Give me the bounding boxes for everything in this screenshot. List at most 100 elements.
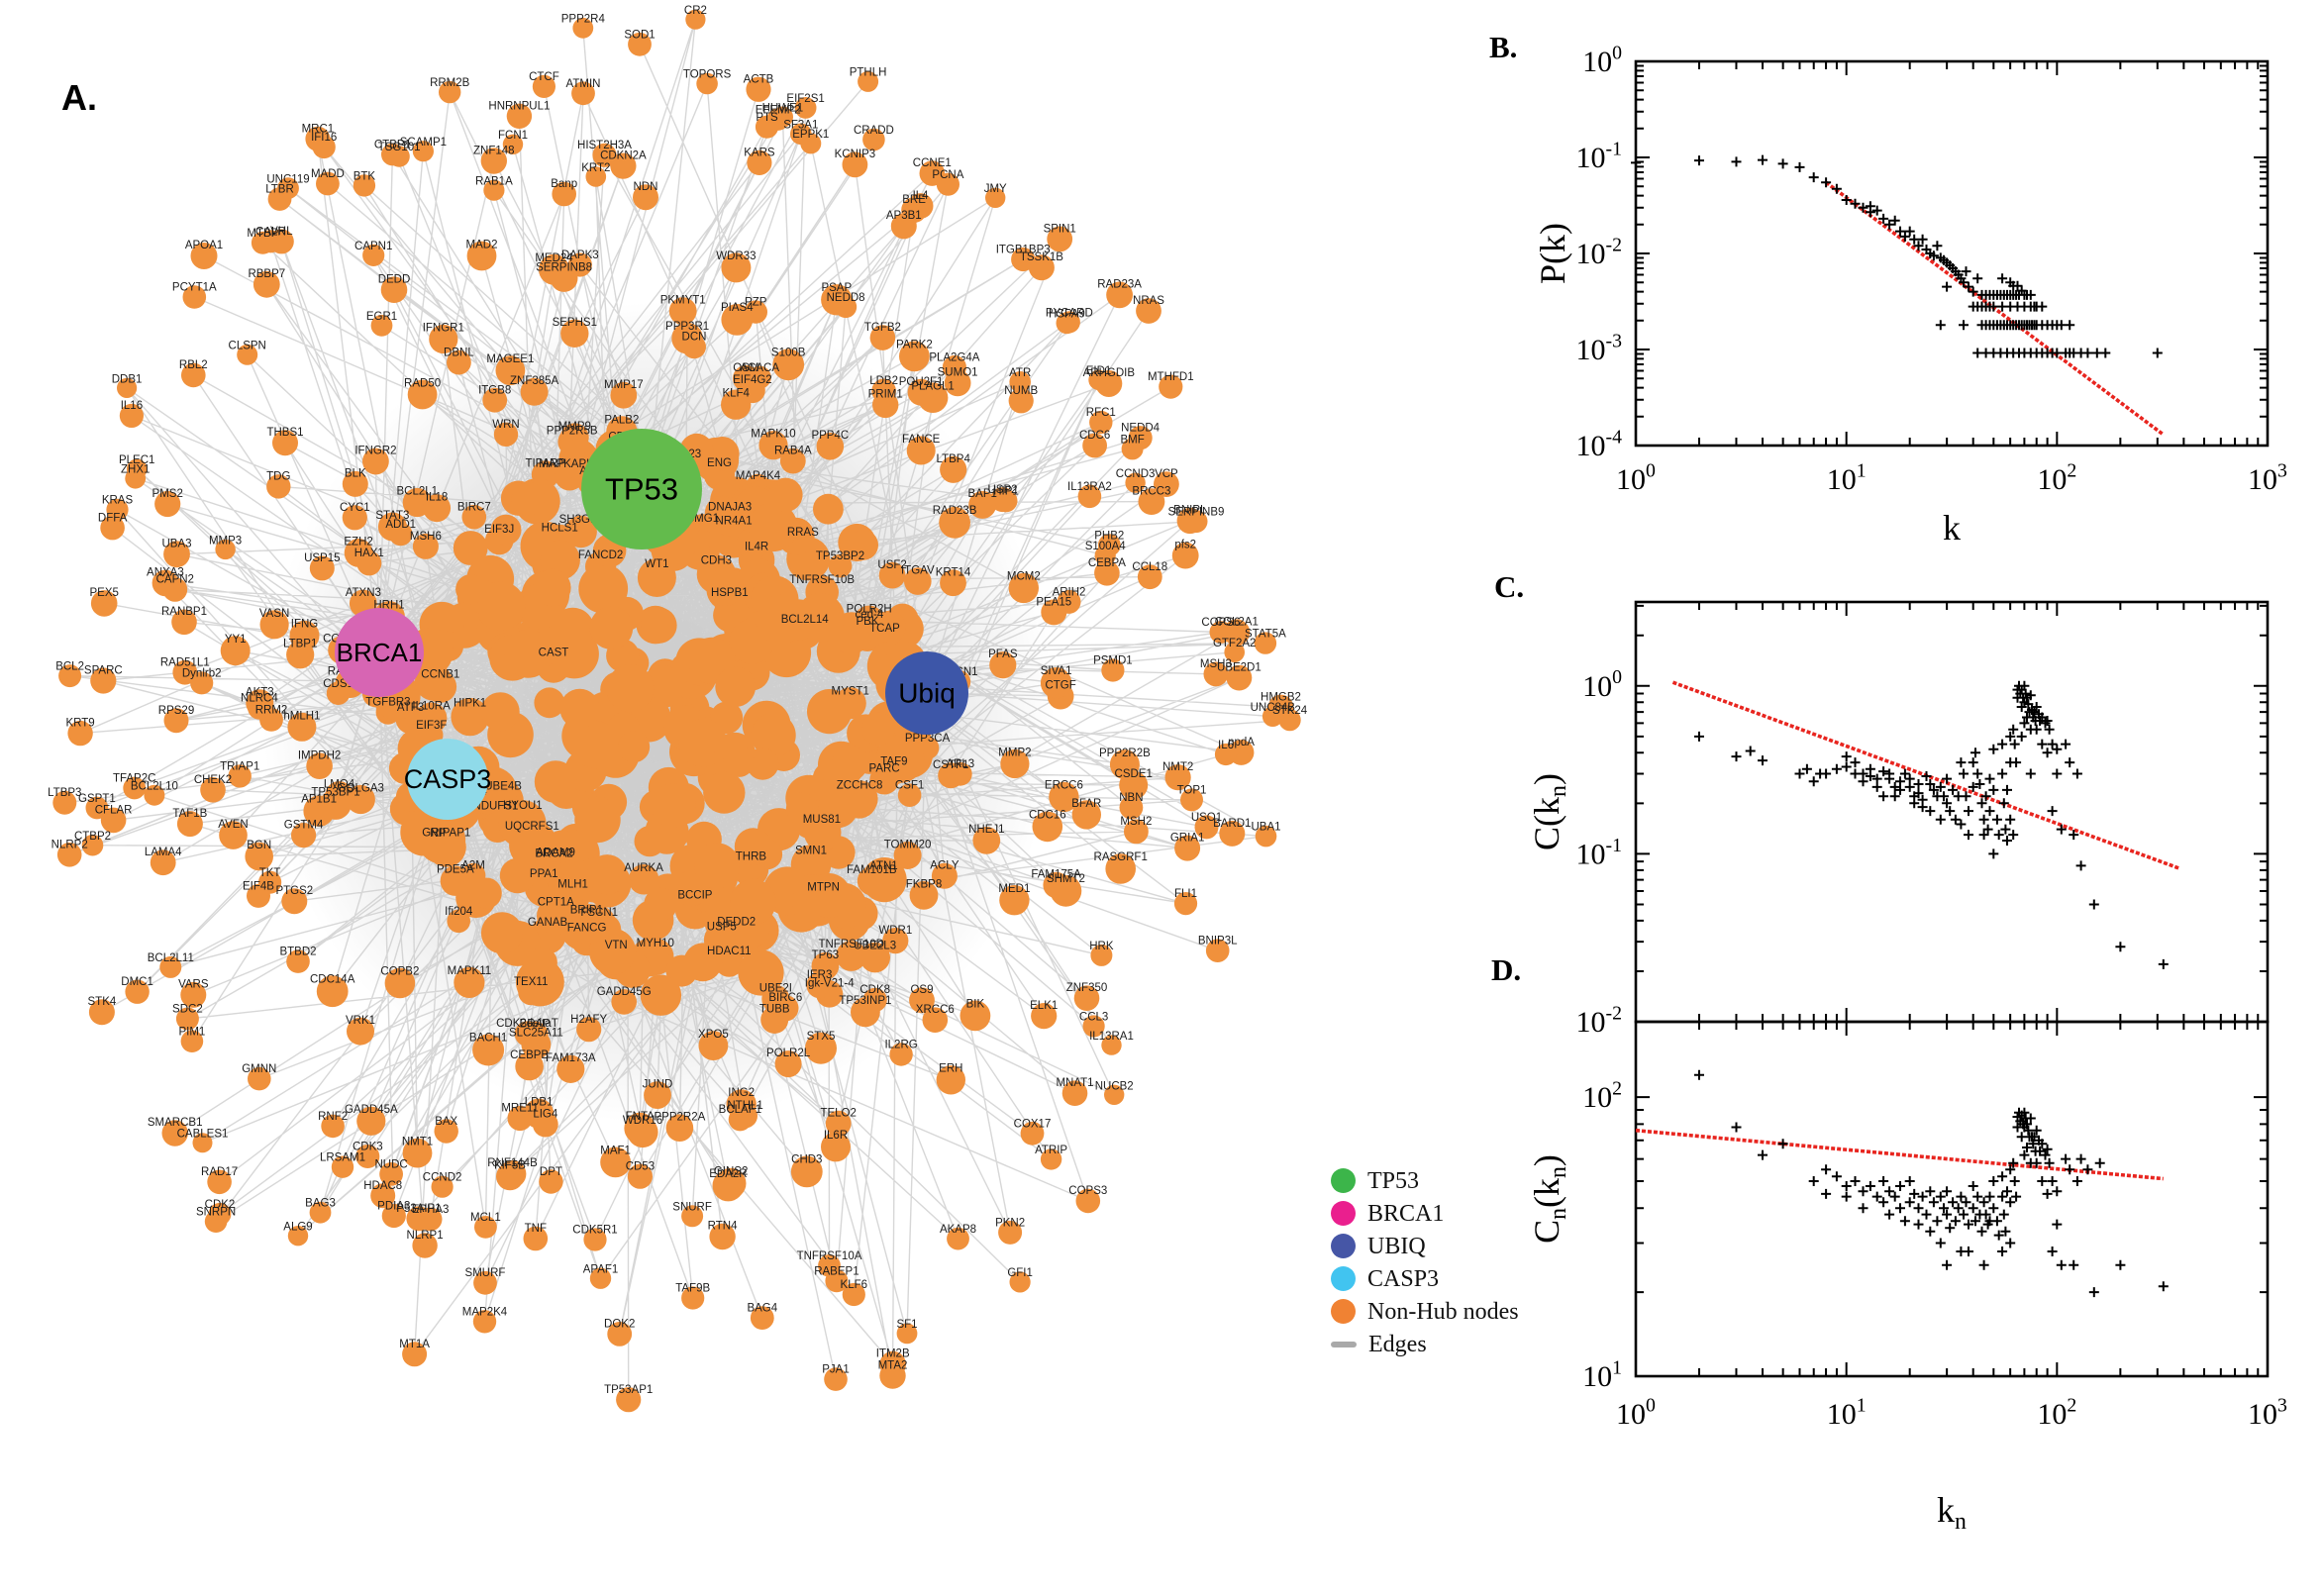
network-node	[439, 80, 461, 104]
network-node-label: RTN4	[708, 1221, 738, 1233]
network-node	[190, 243, 218, 269]
network-node	[1119, 770, 1149, 800]
network-node-label: CCNE1	[913, 157, 952, 169]
network-node-label: BRCC3	[1132, 485, 1170, 497]
network-node-label: UBA1	[1251, 822, 1280, 834]
network-node-label: BRCA2	[535, 848, 572, 859]
scatter-markers	[1694, 1069, 2169, 1298]
network-node	[1000, 748, 1030, 779]
network-node	[785, 792, 819, 826]
network-node-label: VASN	[259, 608, 289, 620]
legend-item-edges: Edges	[1331, 1332, 1519, 1356]
legend-label-ubiq: UBIQ	[1367, 1233, 1426, 1259]
network-node-label: TAF9B	[675, 1283, 710, 1295]
network-node	[1061, 1080, 1088, 1106]
network-node-label: HCLS1	[542, 523, 578, 535]
plot-frame	[1634, 1020, 2270, 1378]
x-tick-label: 101	[1827, 459, 1867, 496]
nonhub-node-swatch	[1331, 1299, 1356, 1324]
network-node-label: IL13RA2	[1067, 481, 1112, 493]
network-node	[1164, 764, 1191, 791]
network-node	[746, 76, 771, 102]
network-node-label: MAP2K4	[462, 1306, 508, 1318]
network-node	[842, 1282, 865, 1307]
network-node-label: HIPK1	[454, 698, 486, 710]
network-node-label: DEDD	[378, 273, 411, 285]
network-node	[730, 878, 776, 926]
network-node	[316, 975, 349, 1008]
hub-label-ubiq: Ubiq	[898, 678, 956, 709]
network-node	[258, 230, 282, 253]
network-node-label: S100B	[771, 348, 806, 359]
network-node	[1073, 985, 1100, 1011]
network-node	[90, 667, 117, 694]
network-node-label: COPS6	[1201, 617, 1240, 629]
network-node	[287, 712, 317, 742]
network-node-label: BCLAF1	[719, 1104, 761, 1116]
network-node-label: BMF	[1120, 434, 1144, 446]
network-node	[347, 1017, 374, 1046]
network-node-label: EPPK1	[792, 129, 829, 141]
network-node-label: FAM173A	[546, 1052, 596, 1064]
network-node	[1138, 488, 1165, 515]
network-node-label: TGFBR3	[365, 697, 410, 709]
network-node-label: H2AFY	[570, 1014, 607, 1026]
network-node	[154, 490, 181, 518]
network-node	[482, 387, 508, 413]
network-node	[610, 152, 637, 179]
network-node-label: KARS	[744, 148, 775, 159]
network-node-label: IMPDH2	[298, 749, 341, 761]
network-node	[412, 1233, 438, 1258]
network-node-label: FANCD2	[578, 549, 623, 561]
network-node	[123, 776, 147, 800]
network-node-label: ING2	[728, 1087, 755, 1099]
network-node-label: SEPHS1	[553, 317, 597, 329]
network-node-label: UNC84B	[1251, 702, 1296, 714]
network-node-label: RPS29	[158, 705, 194, 717]
network-node-label: NMT1	[402, 1136, 433, 1147]
network-node	[709, 1223, 736, 1250]
network-node-label: BRIP1	[570, 905, 603, 917]
network-node	[607, 1322, 633, 1347]
legend-label-casp3: CASP3	[1367, 1265, 1440, 1292]
network-node-label: BAG3	[305, 1198, 336, 1210]
network-node	[248, 696, 271, 720]
network-node-label: SMN1	[795, 845, 827, 856]
network-node-label: MYH10	[637, 938, 674, 949]
network-node-label: UBE4B	[484, 780, 522, 792]
network-node	[936, 172, 960, 196]
network-node	[589, 606, 634, 649]
network-node-label: DOK2	[604, 1319, 635, 1331]
network-node-label: HSPA9	[1049, 308, 1085, 320]
network-node-label: PPP4C	[811, 430, 849, 442]
panel-a-network: TCAP VRK1 GTF2A2 KLF6 CSTF1 PRIM1 NHEJ1 Ifi204 T…	[48, 5, 1308, 1413]
network-node-label: RNF2	[318, 1111, 348, 1123]
network-node	[353, 174, 376, 197]
network-node-label: DDB1	[112, 373, 143, 385]
network-node-label: CCND3	[1116, 468, 1156, 480]
network-node-label: ITGB1BP3	[996, 244, 1051, 255]
network-node	[192, 1133, 213, 1153]
network-node-label: CDK2	[205, 1199, 236, 1211]
network-node	[286, 641, 315, 669]
network-node-label: CDC14A	[310, 974, 355, 986]
network-node	[309, 555, 335, 581]
network-node-label: Banp	[551, 178, 577, 190]
network-node-label: POU2F1	[899, 376, 944, 388]
network-node	[909, 987, 935, 1014]
network-node	[994, 489, 1018, 513]
network-node	[665, 954, 698, 987]
network-node-label: AVEN	[218, 819, 248, 831]
network-node	[200, 777, 226, 803]
network-node-label: CRADD	[854, 125, 894, 137]
network-node	[144, 784, 165, 806]
network-node-label: ced-4	[856, 609, 884, 621]
network-node-label: HUWE1	[762, 102, 804, 114]
hub-label-tp53: TP53	[605, 472, 678, 507]
network-node-label: CTBP1	[374, 140, 411, 151]
network-node	[1121, 438, 1144, 460]
network-node-label: MSH3	[1200, 658, 1232, 670]
network-node-label: CDK5R1	[572, 1225, 617, 1237]
network-node-label: TCAP	[869, 623, 900, 635]
